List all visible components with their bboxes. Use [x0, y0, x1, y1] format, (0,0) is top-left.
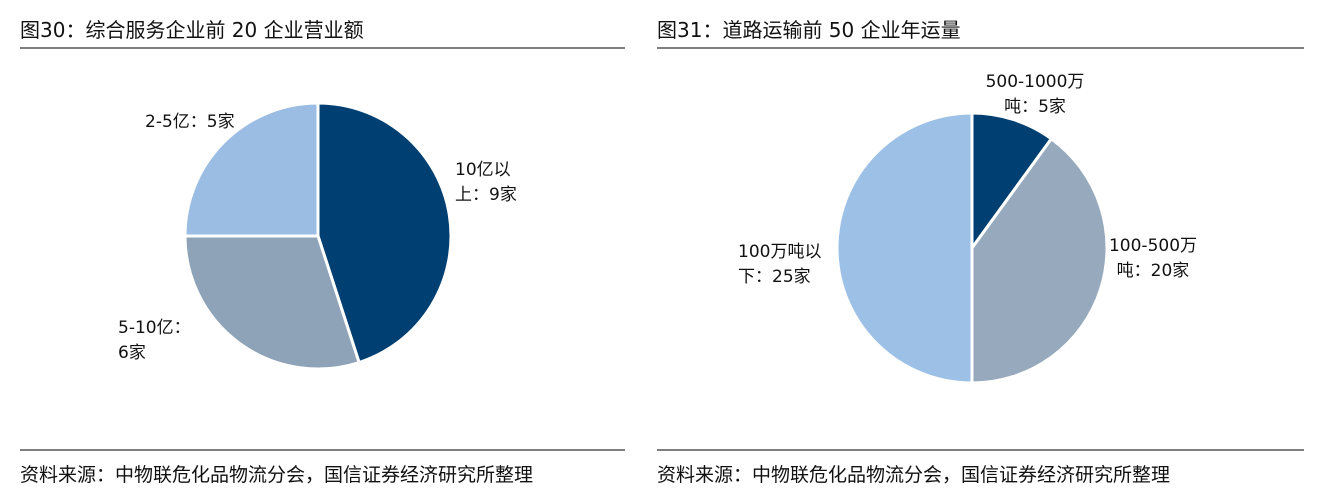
- pie-slice: [316, 101, 453, 365]
- pie-slice: [835, 111, 974, 385]
- pie-slice: [970, 111, 1054, 253]
- data-label: 100万吨以下：25家: [738, 242, 822, 287]
- data-label: 2-5亿：5家: [145, 112, 235, 132]
- source-note: 资料来源：中物联危化品物流分会，国信证券经济研究所整理: [20, 464, 534, 486]
- data-label: 500-1000万吨：5家: [985, 72, 1085, 117]
- source-note: 资料来源：中物联危化品物流分会，国信证券经济研究所整理: [657, 464, 1171, 486]
- data-label: 10亿以上：9家: [455, 160, 517, 205]
- pie-slice: [970, 136, 1109, 385]
- data-label: 100-500万吨：20家: [1108, 236, 1198, 281]
- pie-slice: [183, 234, 361, 371]
- chart-title: 图30：综合服务企业前 20 企业营业额: [20, 18, 364, 42]
- pie-slice: [183, 101, 320, 238]
- chart-title: 图31：道路运输前 50 企业年运量: [657, 18, 961, 42]
- data-label: 5-10亿：6家: [118, 318, 191, 363]
